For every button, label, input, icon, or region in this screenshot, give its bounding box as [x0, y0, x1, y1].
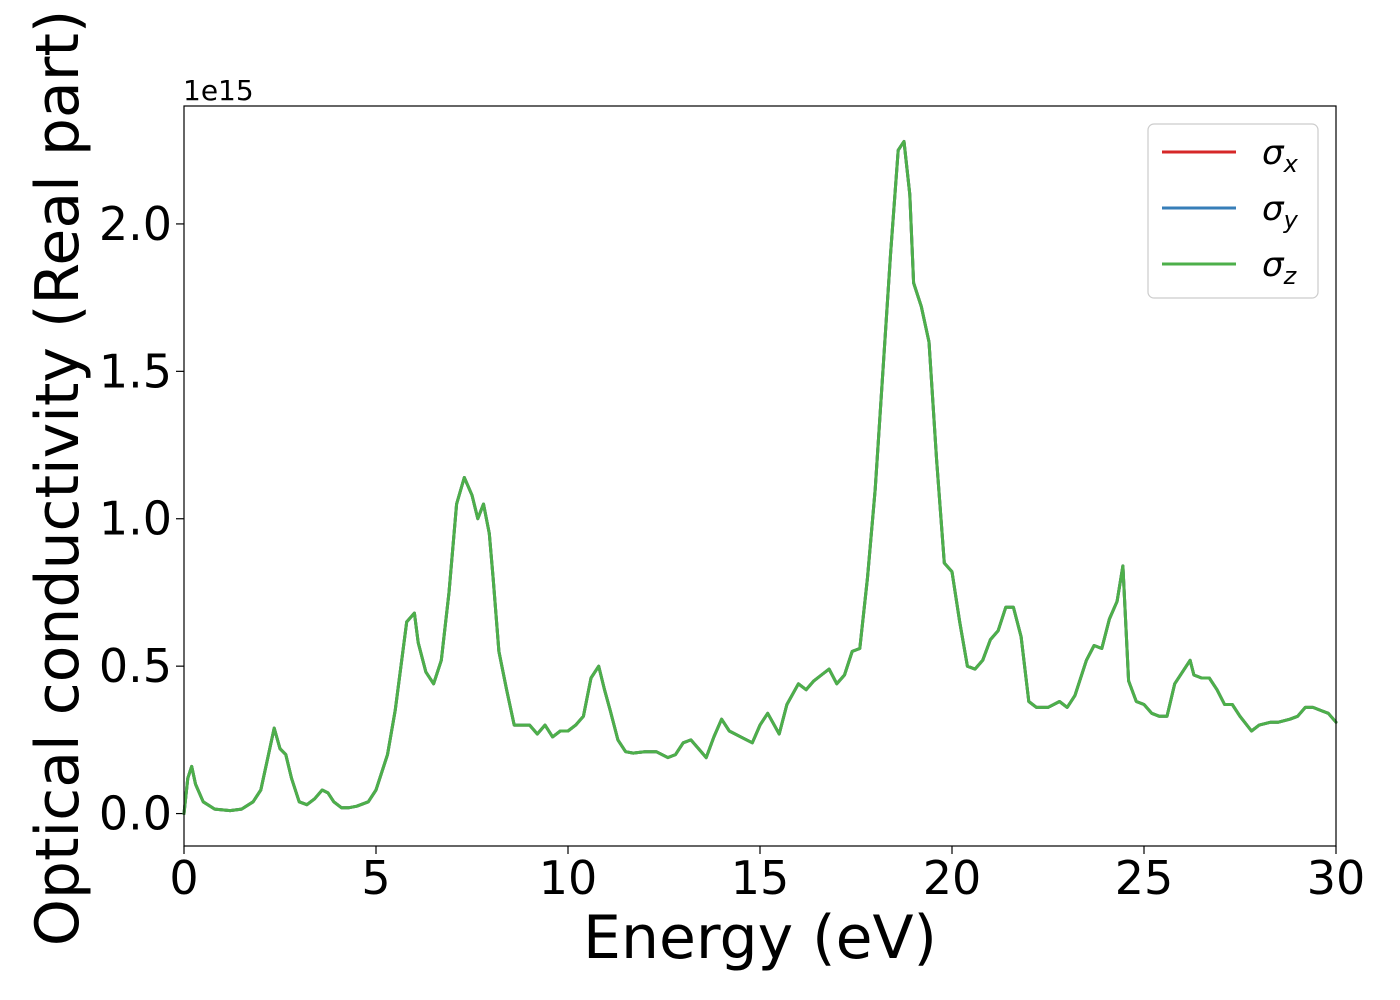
y-offset-label: 1e15 [183, 74, 254, 107]
legend-label: σx [1262, 133, 1299, 178]
y-axis-label: Optical conductivity (Real part) [23, 10, 93, 947]
legend: σx σy σz [1147, 123, 1319, 299]
x-axis-label: Energy (eV) [583, 903, 937, 973]
y-tick-label: 0.0 [99, 787, 172, 841]
x-tick-label: 30 [1307, 851, 1366, 905]
x-tick-label: 10 [539, 851, 598, 905]
plot-frame [183, 105, 1337, 847]
legend-label: σy [1262, 189, 1299, 234]
x-tick-label: 15 [731, 851, 790, 905]
x-tick-label: 25 [1115, 851, 1174, 905]
ticks-layer: 0 5 10 15 20 25 30 0.0 0.5 1.0 1.5 2.0 [99, 197, 1365, 905]
x-tick-label: 5 [361, 851, 390, 905]
series-layer [182, 139, 1338, 816]
legend-label: σz [1262, 245, 1298, 290]
series-line [182, 139, 1338, 816]
x-tick-label: 20 [923, 851, 982, 905]
y-tick-label: 2.0 [99, 197, 172, 251]
y-tick-label: 0.5 [99, 639, 172, 693]
x-tick-label: 0 [169, 851, 198, 905]
legend-box [1147, 123, 1319, 299]
y-tick-label: 1.0 [99, 492, 172, 546]
y-tick-label: 1.5 [99, 344, 172, 398]
